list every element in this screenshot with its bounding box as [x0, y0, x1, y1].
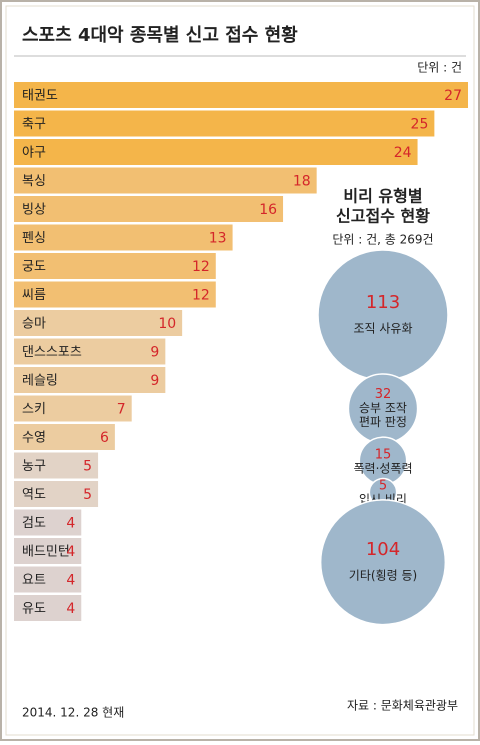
bar: [14, 253, 216, 279]
bar-label: 빙상: [22, 203, 46, 218]
value-label: 4: [66, 573, 75, 589]
value-label: 6: [100, 430, 109, 446]
bubble-title: 신고접수 현황: [336, 207, 430, 226]
unit: 단위 : 건: [417, 61, 462, 75]
bar-label: 복싱: [22, 174, 46, 189]
bar-label: 검도: [22, 516, 46, 531]
value-label: 18: [293, 174, 311, 190]
value-label: 27: [444, 88, 462, 104]
bar-label: 야구: [22, 146, 46, 161]
bar: [14, 367, 166, 393]
value-label: 4: [66, 544, 75, 560]
bar-label: 농구: [22, 459, 46, 474]
bar: [14, 338, 166, 365]
bar-label: 요트: [22, 573, 46, 588]
bubble-label: 기타(횡령 등): [349, 569, 417, 583]
bar: [14, 82, 468, 108]
bubble: [317, 249, 449, 381]
bar: [14, 509, 82, 536]
value-label: 9: [150, 373, 159, 389]
bar-label: 역도: [22, 488, 46, 503]
bar: [14, 196, 284, 222]
bubble-label: 조직 사유화: [353, 322, 412, 336]
bar: [14, 395, 132, 422]
bar: [14, 224, 233, 251]
title: 스포츠 4대악 종목별 신고 접수 현황: [22, 25, 298, 46]
bar: [14, 281, 216, 308]
bar: [14, 424, 115, 450]
bar-label: 씨름: [22, 288, 46, 303]
bar: [14, 595, 82, 621]
bar: [14, 538, 82, 564]
bubble-value: 5: [379, 479, 387, 494]
bubble: [319, 499, 447, 626]
bar-label: 레슬링: [22, 374, 58, 389]
value-label: 4: [66, 516, 75, 532]
bar: [14, 110, 435, 137]
bar: [14, 481, 99, 507]
bar-label: 유도: [22, 602, 46, 617]
bubble-value: 113: [366, 292, 400, 313]
bar: [14, 167, 317, 194]
value-label: 10: [158, 316, 176, 332]
bubble-label: 편파 판정: [359, 415, 407, 429]
bubble-title: 비리 유형별: [343, 187, 422, 206]
value-label: 5: [83, 487, 92, 503]
value-label: 24: [394, 145, 412, 161]
source: 자료 : 문화체육관광부: [347, 699, 458, 713]
bubble-label: 폭력·성폭력: [353, 461, 412, 475]
bar-label: 수영: [22, 431, 46, 446]
bubble-value: 104: [366, 539, 400, 560]
inner-frame: [5, 5, 475, 736]
bar: [14, 566, 82, 593]
bar: [14, 310, 183, 336]
bar-label: 배드민턴: [22, 545, 70, 560]
date-note: 2014. 12. 28 현재: [22, 706, 124, 720]
bar: [14, 139, 418, 165]
bar-label: 펜싱: [22, 231, 46, 246]
bubble-value: 32: [375, 387, 392, 402]
bar-label: 스키: [22, 402, 46, 417]
value-label: 12: [192, 288, 210, 304]
bar: [14, 452, 99, 479]
value-label: 13: [209, 231, 227, 247]
value-label: 16: [259, 202, 277, 218]
value-label: 4: [66, 601, 75, 617]
bar-label: 태권도: [22, 89, 58, 104]
value-label: 9: [150, 345, 159, 361]
bar-label: 승마: [22, 317, 46, 332]
value-label: 7: [117, 402, 126, 418]
bar-label: 축구: [22, 117, 46, 132]
bar-label: 댄스스포츠: [22, 345, 82, 360]
value-label: 25: [411, 117, 429, 133]
bubble-label: 승부 조작: [359, 401, 407, 415]
value-label: 12: [192, 259, 210, 275]
bubble-subtitle: 단위 : 건, 총 269건: [332, 233, 433, 247]
bar-label: 궁도: [22, 260, 46, 275]
value-label: 5: [83, 459, 92, 475]
bubble-value: 15: [375, 447, 392, 462]
